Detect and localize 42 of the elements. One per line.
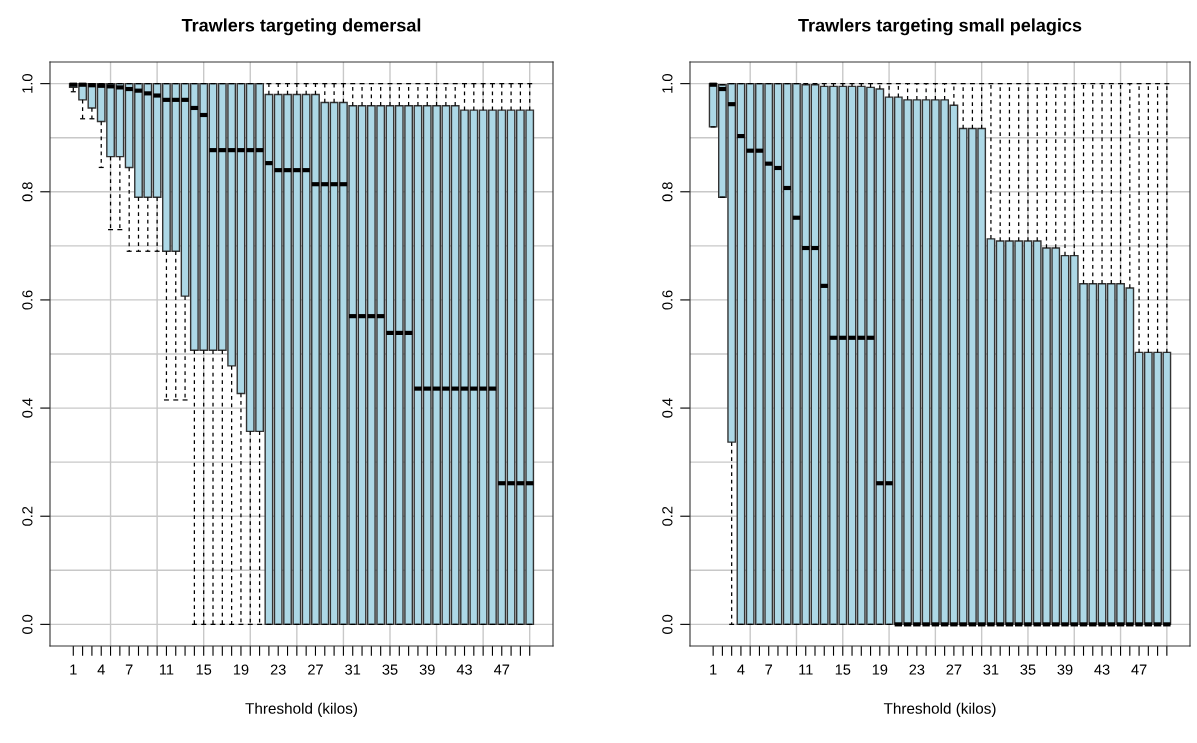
y-tick-label: 0.0 <box>22 614 33 634</box>
x-tick-label: 35 <box>1020 664 1036 675</box>
x-tick-label: 19 <box>233 664 249 675</box>
x-tick-label: 31 <box>345 664 361 675</box>
chart-title: Trawlers targeting demersal <box>181 18 421 36</box>
x-tick-label: 4 <box>737 664 745 675</box>
x-tick-label: 11 <box>799 664 813 675</box>
x-tick-label: 43 <box>1094 664 1110 675</box>
x-tick-label: 15 <box>196 664 212 675</box>
x-tick-label: 1 <box>710 664 717 675</box>
x-tick-label: 35 <box>382 664 398 675</box>
y-tick-label: 0.0 <box>662 614 673 634</box>
y-tick-label: 0.4 <box>22 398 33 418</box>
x-tick-label: 23 <box>909 664 925 675</box>
x-tick-label: 39 <box>1057 664 1073 675</box>
x-tick-label: 7 <box>765 664 773 675</box>
y-tick-label: 0.2 <box>662 506 673 526</box>
x-tick-label: 47 <box>1131 664 1147 675</box>
x-axis-title: Threshold (kilos) <box>245 702 358 717</box>
x-tick-label: 15 <box>835 664 851 675</box>
x-tick-label: 7 <box>125 664 133 675</box>
x-tick-label: 19 <box>872 664 888 675</box>
x-tick-label: 27 <box>308 664 323 675</box>
x-tick-label: 1 <box>70 664 77 675</box>
y-tick-label: 1.0 <box>22 74 33 93</box>
x-tick-label: 11 <box>159 664 174 675</box>
y-tick-label: 0.8 <box>22 182 33 202</box>
y-tick-label: 0.4 <box>662 398 673 418</box>
x-tick-label: 27 <box>946 664 962 675</box>
x-tick-label: 47 <box>493 664 510 675</box>
x-tick-label: 31 <box>983 664 999 675</box>
y-tick-label: 0.8 <box>662 182 673 202</box>
y-tick-label: 1.0 <box>662 74 673 93</box>
x-tick-label: 23 <box>270 664 286 675</box>
x-tick-label: 4 <box>97 664 105 675</box>
chart-title: Trawlers targeting small pelagics <box>798 18 1082 36</box>
x-axis-title: Threshold (kilos) <box>883 702 996 717</box>
y-tick-label: 0.2 <box>22 506 33 526</box>
y-tick-label: 0.6 <box>22 290 33 310</box>
x-tick-label: 39 <box>419 664 435 675</box>
x-tick-label: 43 <box>456 664 472 675</box>
y-tick-label: 0.6 <box>662 290 673 310</box>
